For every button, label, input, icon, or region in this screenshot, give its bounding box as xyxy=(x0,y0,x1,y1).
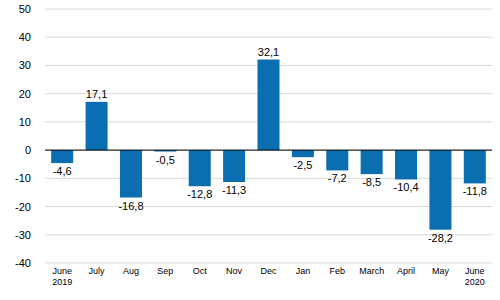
x-tick-label: Nov xyxy=(226,266,243,276)
x-tick-label: Oct xyxy=(193,266,208,276)
bar xyxy=(326,150,348,170)
y-tick-label: -10 xyxy=(15,172,31,184)
data-label: -11,8 xyxy=(463,185,487,197)
data-label: -0,5 xyxy=(156,154,175,166)
y-tick-label: 20 xyxy=(19,88,31,100)
x-tick-label: June2020 xyxy=(465,266,485,287)
data-label: -16,8 xyxy=(118,200,143,212)
x-tick-label: Sep xyxy=(157,266,173,276)
y-tick-label: 50 xyxy=(19,3,31,15)
grid-line xyxy=(45,37,492,38)
bar xyxy=(257,60,279,151)
x-tick-label: Feb xyxy=(330,266,346,276)
data-label: -7,2 xyxy=(328,172,347,184)
chart-container: -40 -30 -20 -10 0 10 20 30 40 50 -4,6 17,1 -16,8 -0,5… xyxy=(0,0,500,300)
bar xyxy=(292,150,314,157)
x-tick-label: Dec xyxy=(260,266,277,276)
bar xyxy=(464,150,486,183)
grid-line xyxy=(45,178,492,179)
data-label: -11,3 xyxy=(222,184,246,196)
y-tick-label: 40 xyxy=(19,31,31,43)
y-tick-label: -20 xyxy=(15,201,31,213)
bar xyxy=(223,150,245,182)
x-tick-label: July xyxy=(89,266,106,276)
bar xyxy=(120,150,142,197)
data-label: 32,1 xyxy=(258,46,279,58)
x-tick-label: Aug xyxy=(123,266,139,276)
grid-line xyxy=(45,150,492,151)
grid-line xyxy=(45,206,492,207)
chart-svg: -40 -30 -20 -10 0 10 20 30 40 50 -4,6 17,1 -16,8 -0,5… xyxy=(0,0,500,300)
y-tick-label: -40 xyxy=(15,257,31,269)
data-label: -28,2 xyxy=(428,232,453,244)
y-tick-label: -30 xyxy=(15,229,31,241)
bar xyxy=(86,102,108,150)
bars xyxy=(51,60,486,230)
grid-line xyxy=(45,263,492,264)
grid-line xyxy=(45,234,492,235)
grid-line xyxy=(45,9,492,10)
bar xyxy=(395,150,417,179)
data-label: -10,4 xyxy=(393,181,418,193)
y-tick-label: 30 xyxy=(19,59,31,71)
baseline xyxy=(45,150,492,151)
bar xyxy=(189,150,211,186)
x-tick-label: Jan xyxy=(296,266,311,276)
data-label: -12,8 xyxy=(187,188,212,200)
x-tick-label: May xyxy=(432,266,450,276)
bar xyxy=(51,150,73,163)
y-tick-label: 0 xyxy=(25,144,31,156)
x-tick-label: June2019 xyxy=(52,266,72,287)
data-label: -2,5 xyxy=(293,159,312,171)
labels: -4,6 17,1 -16,8 -0,5 -12,8 -11,3 32,1 -2,5 -7,2 -… xyxy=(53,46,487,244)
bar xyxy=(361,150,383,174)
y-tick-label: 10 xyxy=(19,116,31,128)
data-label: -8,5 xyxy=(362,176,381,188)
x-tick-label: April xyxy=(397,266,415,276)
x-tick-label: March xyxy=(359,266,384,276)
data-label: -4,6 xyxy=(53,165,72,177)
bar xyxy=(429,150,451,230)
data-label: 17,1 xyxy=(86,88,107,100)
grid xyxy=(45,9,492,263)
